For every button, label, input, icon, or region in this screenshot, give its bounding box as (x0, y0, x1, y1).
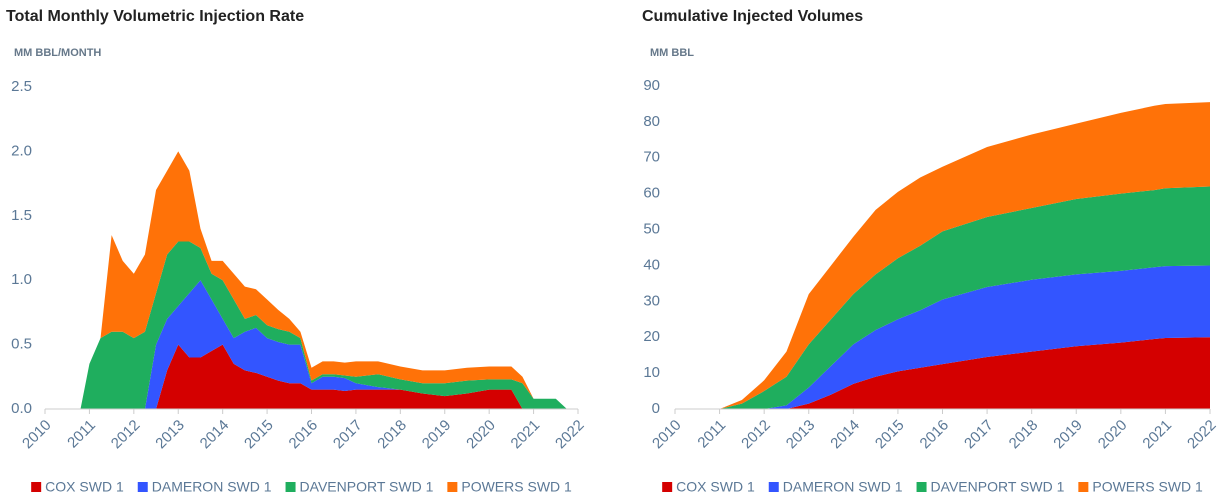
chart-title: Cumulative Injected Volumes (642, 8, 863, 25)
legend-swatch (768, 482, 779, 492)
x-tick-label: 2016 (917, 417, 953, 453)
x-tick-label: 2021 (508, 417, 544, 453)
x-tick-label: 2012 (108, 417, 144, 453)
legend-swatch (662, 482, 673, 492)
legend-label: DAMERON SWD 1 (783, 479, 903, 494)
legend-swatch (137, 482, 148, 492)
y-tick-label: 0.5 (11, 336, 32, 353)
legend-swatch (447, 482, 458, 492)
x-tick-label: 2011 (64, 417, 99, 452)
y-tick-label: 10 (643, 364, 660, 381)
y-tick-label: 2.0 (11, 142, 32, 159)
x-tick-label: 2022 (552, 417, 588, 453)
y-tick-label: 40 (643, 256, 660, 273)
y-tick-label: 20 (643, 328, 660, 345)
legend-label: COX SWD 1 (676, 479, 755, 494)
y-tick-label: 1.5 (11, 207, 32, 224)
legend-swatch (285, 482, 296, 492)
area (719, 265, 1210, 409)
x-tick-label: 2014 (197, 417, 233, 453)
x-tick-label: 2010 (649, 417, 685, 453)
legend-swatch (916, 482, 927, 492)
legend-swatch (31, 482, 42, 492)
y-tick-label: 80 (643, 113, 660, 130)
area (719, 102, 1210, 410)
y-axis-label: MM BBL (650, 47, 694, 59)
y-tick-label: 90 (643, 77, 660, 94)
chart-title: Total Monthly Volumetric Injection Rate (6, 8, 304, 25)
area (80, 280, 567, 409)
x-tick-label: 2013 (152, 417, 188, 453)
area (719, 186, 1210, 409)
legend-label: DAMERON SWD 1 (152, 479, 272, 494)
x-tick-label: 2014 (827, 417, 863, 453)
legend-label: POWERS SWD 1 (1092, 479, 1203, 494)
x-tick-label: 2018 (374, 417, 410, 453)
legend-label: DAVENPORT SWD 1 (931, 479, 1065, 494)
y-axis-label: MM BBL/MONTH (14, 47, 101, 59)
x-tick-label: 2016 (286, 417, 322, 453)
x-tick-label: 2010 (19, 417, 55, 453)
legend-label: COX SWD 1 (45, 479, 124, 494)
x-tick-label: 2021 (1139, 417, 1175, 453)
y-tick-label: 50 (643, 221, 660, 238)
y-tick-label: 30 (643, 292, 660, 309)
x-tick-label: 2011 (694, 417, 729, 452)
area (719, 337, 1210, 409)
area (80, 344, 567, 409)
x-tick-label: 2013 (783, 417, 819, 453)
legend-label: POWERS SWD 1 (461, 479, 572, 494)
x-tick-label: 2015 (241, 417, 277, 453)
x-tick-label: 2015 (872, 417, 908, 453)
y-tick-label: 0 (652, 400, 660, 417)
x-tick-label: 2019 (419, 417, 455, 453)
x-tick-label: 2018 (1006, 417, 1042, 453)
y-tick-label: 2.5 (11, 78, 32, 95)
y-tick-label: 1.0 (11, 271, 32, 288)
legend-swatch (1078, 482, 1089, 492)
legend-label: DAVENPORT SWD 1 (300, 479, 434, 494)
x-tick-label: 2017 (330, 417, 366, 453)
x-tick-label: 2020 (463, 417, 499, 453)
x-tick-label: 2017 (961, 417, 997, 453)
y-tick-label: 60 (643, 185, 660, 202)
x-tick-label: 2020 (1095, 417, 1131, 453)
x-tick-label: 2012 (738, 417, 774, 453)
area (80, 241, 567, 409)
x-tick-label: 2022 (1184, 417, 1220, 453)
y-tick-label: 70 (643, 149, 660, 166)
x-tick-label: 2019 (1050, 417, 1086, 453)
y-tick-label: 0.0 (11, 400, 32, 417)
